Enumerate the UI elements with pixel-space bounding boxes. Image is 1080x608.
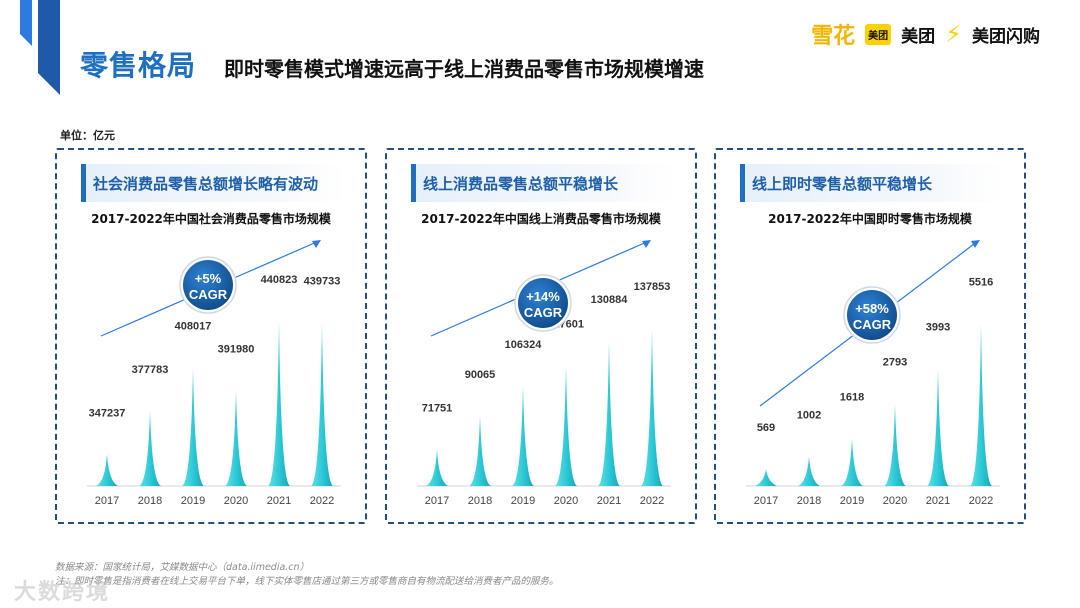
data-label-2019: 408017 xyxy=(175,321,212,333)
corner-decoration xyxy=(20,0,60,95)
xuehua-logo: 雪花 xyxy=(811,23,856,49)
data-label-2020: 391980 xyxy=(218,344,255,356)
bar-2020 xyxy=(555,365,577,486)
footer-source: 数据来源：国家统计局，艾媒数据中心（data.iimedia.cn） xyxy=(55,562,310,573)
panel-header-text: 线上消费品零售总额平稳增长 xyxy=(423,175,619,193)
data-label-2018: 90065 xyxy=(465,369,496,381)
meituan-logo: 美团 xyxy=(901,26,936,47)
x-tick-label-2020: 2020 xyxy=(224,495,248,507)
panel-header-text: 社会消费品零售总额增长略有波动 xyxy=(93,175,319,193)
x-tick-label-2022: 2022 xyxy=(640,495,664,507)
panel-header: 线上消费品零售总额平稳增长 xyxy=(411,164,675,202)
bar-2017 xyxy=(96,454,118,486)
data-label-2018: 1002 xyxy=(797,409,821,421)
x-tick-label-2021: 2021 xyxy=(267,495,291,507)
data-label-2017: 71751 xyxy=(422,403,453,415)
bar-2018 xyxy=(139,410,161,486)
bar-2017 xyxy=(755,469,777,486)
x-tick-label-2017: 2017 xyxy=(754,495,778,507)
panel-header: 社会消费品零售总额增长略有波动 xyxy=(81,164,345,202)
data-label-2021: 440823 xyxy=(261,274,298,286)
bar-2021 xyxy=(268,320,290,486)
unit-label: 单位：亿元 xyxy=(60,129,115,142)
chart-instant-retail: 569 2017 1002 2018 1618 2019 2793 2020 3993 2021 5… xyxy=(746,240,1000,507)
x-tick-label-2020: 2020 xyxy=(554,495,578,507)
bar-2022 xyxy=(311,322,333,486)
chart-online-retail: 7175120179006520181063242019117601202013… xyxy=(417,240,671,507)
x-tick-label-2018: 2018 xyxy=(138,495,162,507)
bar-2022 xyxy=(641,328,663,486)
x-tick-label-2017: 2017 xyxy=(425,495,449,507)
cagr-badge xyxy=(518,278,568,328)
page-title: 零售格局 xyxy=(80,49,197,82)
data-label-2020: 2793 xyxy=(883,357,907,369)
x-tick-label-2018: 2018 xyxy=(797,495,821,507)
chart-title: 2017-2022年中国线上消费品零售市场规模 xyxy=(421,212,661,226)
data-label-2018: 377783 xyxy=(132,364,169,376)
bar-2019 xyxy=(841,438,863,486)
chart-title: 2017-2022年中国即时零售市场规模 xyxy=(768,212,972,226)
trend-arrow-head xyxy=(642,240,651,248)
x-tick-label-2018: 2018 xyxy=(468,495,492,507)
bar-2020 xyxy=(884,403,906,486)
x-tick-label-2019: 2019 xyxy=(840,495,864,507)
cagr-value: +58% xyxy=(855,301,889,316)
data-label-2022: 439733 xyxy=(304,276,341,288)
data-label-2022: 137853 xyxy=(634,281,671,293)
x-tick-label-2021: 2021 xyxy=(926,495,950,507)
trend-arrow-head xyxy=(312,240,321,248)
watermark: 大数跨境 xyxy=(14,580,111,605)
cagr-label: CAGR xyxy=(189,287,228,302)
data-label-2022: 5516 xyxy=(969,276,993,288)
data-label-2017: 347237 xyxy=(89,407,126,419)
panel-header-text: 线上即时零售总额平稳增长 xyxy=(752,175,933,193)
bar-2021 xyxy=(927,368,949,486)
x-tick-label-2019: 2019 xyxy=(511,495,535,507)
x-tick-label-2020: 2020 xyxy=(883,495,907,507)
cagr-label: CAGR xyxy=(524,305,563,320)
bar-2018 xyxy=(798,456,820,486)
x-tick-label-2022: 2022 xyxy=(310,495,334,507)
x-tick-label-2021: 2021 xyxy=(597,495,621,507)
bar-2020 xyxy=(225,390,247,486)
lightning-icon: ⚡ xyxy=(945,20,962,48)
data-label-2021: 130884 xyxy=(591,294,629,306)
panel-instant-retail: 线上即时零售总额平稳增长 2017-2022年中国即时零售市场规模 569 201… xyxy=(714,148,1026,524)
bar-2022 xyxy=(970,323,992,486)
cagr-label: CAGR xyxy=(853,317,892,332)
chart-social-retail: 347237 2017 377783 2018 408017 2019 391980 2020… xyxy=(87,240,341,507)
x-tick-label-2017: 2017 xyxy=(95,495,119,507)
x-tick-label-2022: 2022 xyxy=(969,495,993,507)
panel-header-accent xyxy=(411,164,416,202)
bar-2021 xyxy=(598,340,620,486)
panel-social-retail: 社会消费品零售总额增长略有波动 2017-2022年中国社会消费品零售市场规模 … xyxy=(55,148,367,524)
bar-2018 xyxy=(469,416,491,486)
panel-online-retail: 线上消费品零售总额平稳增长 2017-2022年中国线上消费品零售市场规模 71… xyxy=(385,148,697,524)
meituan-badge-icon: 美团 xyxy=(865,23,892,45)
cagr-value: +5% xyxy=(195,271,222,286)
panel-header-accent xyxy=(81,164,86,202)
panel-header: 线上即时零售总额平稳增长 xyxy=(740,164,1004,202)
cagr-badge xyxy=(183,260,233,310)
bar-2019 xyxy=(182,367,204,486)
brand-logos: 雪花 美团 美团 ⚡ 美团闪购 xyxy=(811,18,1040,50)
panel-header-accent xyxy=(740,164,745,202)
chart-title: 2017-2022年中国社会消费品零售市场规模 xyxy=(91,212,331,226)
meituan-shangou-logo: 美团闪购 xyxy=(972,26,1040,47)
cagr-value: +14% xyxy=(526,289,560,304)
data-label-2017: 569 xyxy=(757,422,775,434)
bar-2019 xyxy=(512,386,534,486)
data-label-2019: 106324 xyxy=(505,339,543,351)
data-label-2019: 1618 xyxy=(840,391,864,403)
page-subtitle: 即时零售模式增速远高于线上消费品零售市场规模增速 xyxy=(224,57,704,81)
bar-2017 xyxy=(426,449,448,486)
x-tick-label-2019: 2019 xyxy=(181,495,205,507)
data-label-2021: 3993 xyxy=(926,321,950,333)
cagr-badge xyxy=(847,290,897,340)
footer-note: 注：即时零售是指消费者在线上交易平台下单，线下实体零售店通过第三方或零售商自有物… xyxy=(55,576,559,587)
trend-arrow-head xyxy=(971,240,980,248)
